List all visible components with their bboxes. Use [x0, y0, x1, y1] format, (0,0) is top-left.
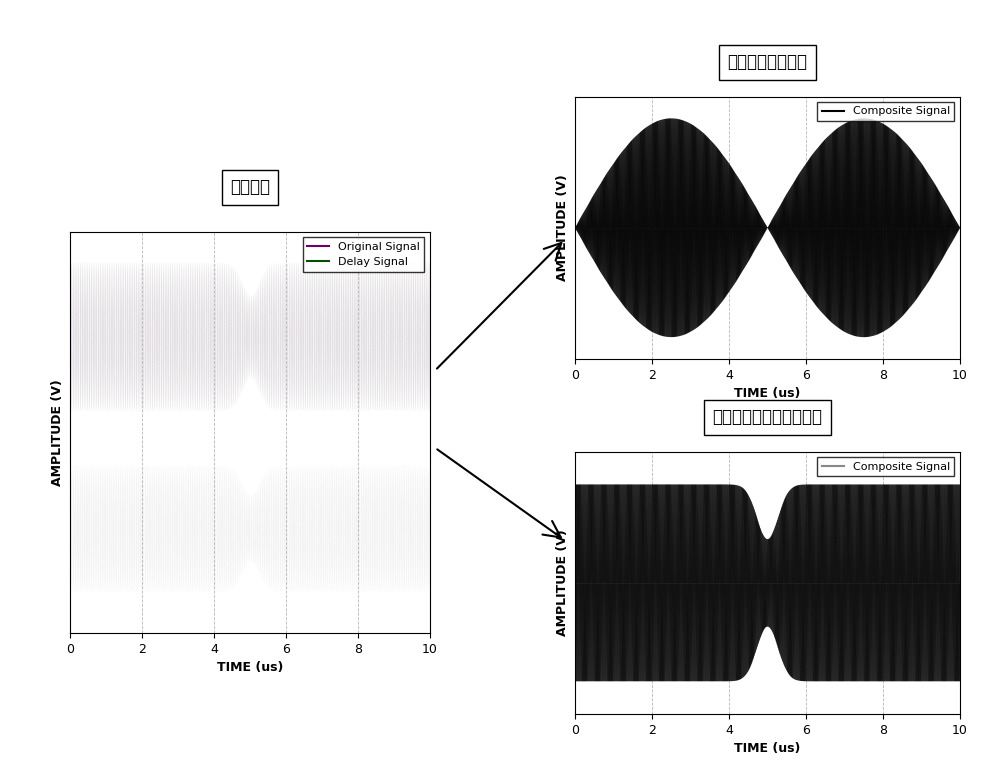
Y-axis label: AMPLITUDE (V): AMPLITUDE (V) [556, 174, 569, 281]
Text: 中心频率相位补偿: 中心频率相位补偿 [728, 53, 808, 71]
X-axis label: TIME (us): TIME (us) [217, 662, 283, 674]
Legend: Original Signal, Delay Signal: Original Signal, Delay Signal [303, 237, 424, 272]
X-axis label: TIME (us): TIME (us) [734, 743, 801, 755]
X-axis label: TIME (us): TIME (us) [734, 388, 801, 400]
Legend: Composite Signal: Composite Signal [817, 102, 954, 121]
Legend: Composite Signal: Composite Signal [817, 457, 954, 476]
Text: 初始频率和初始相位补偿: 初始频率和初始相位补偿 [712, 408, 822, 426]
Y-axis label: AMPLITUDE (V): AMPLITUDE (V) [556, 530, 569, 636]
Text: 两路信号: 两路信号 [230, 178, 270, 196]
Y-axis label: AMPLITUDE (V): AMPLITUDE (V) [51, 379, 64, 486]
